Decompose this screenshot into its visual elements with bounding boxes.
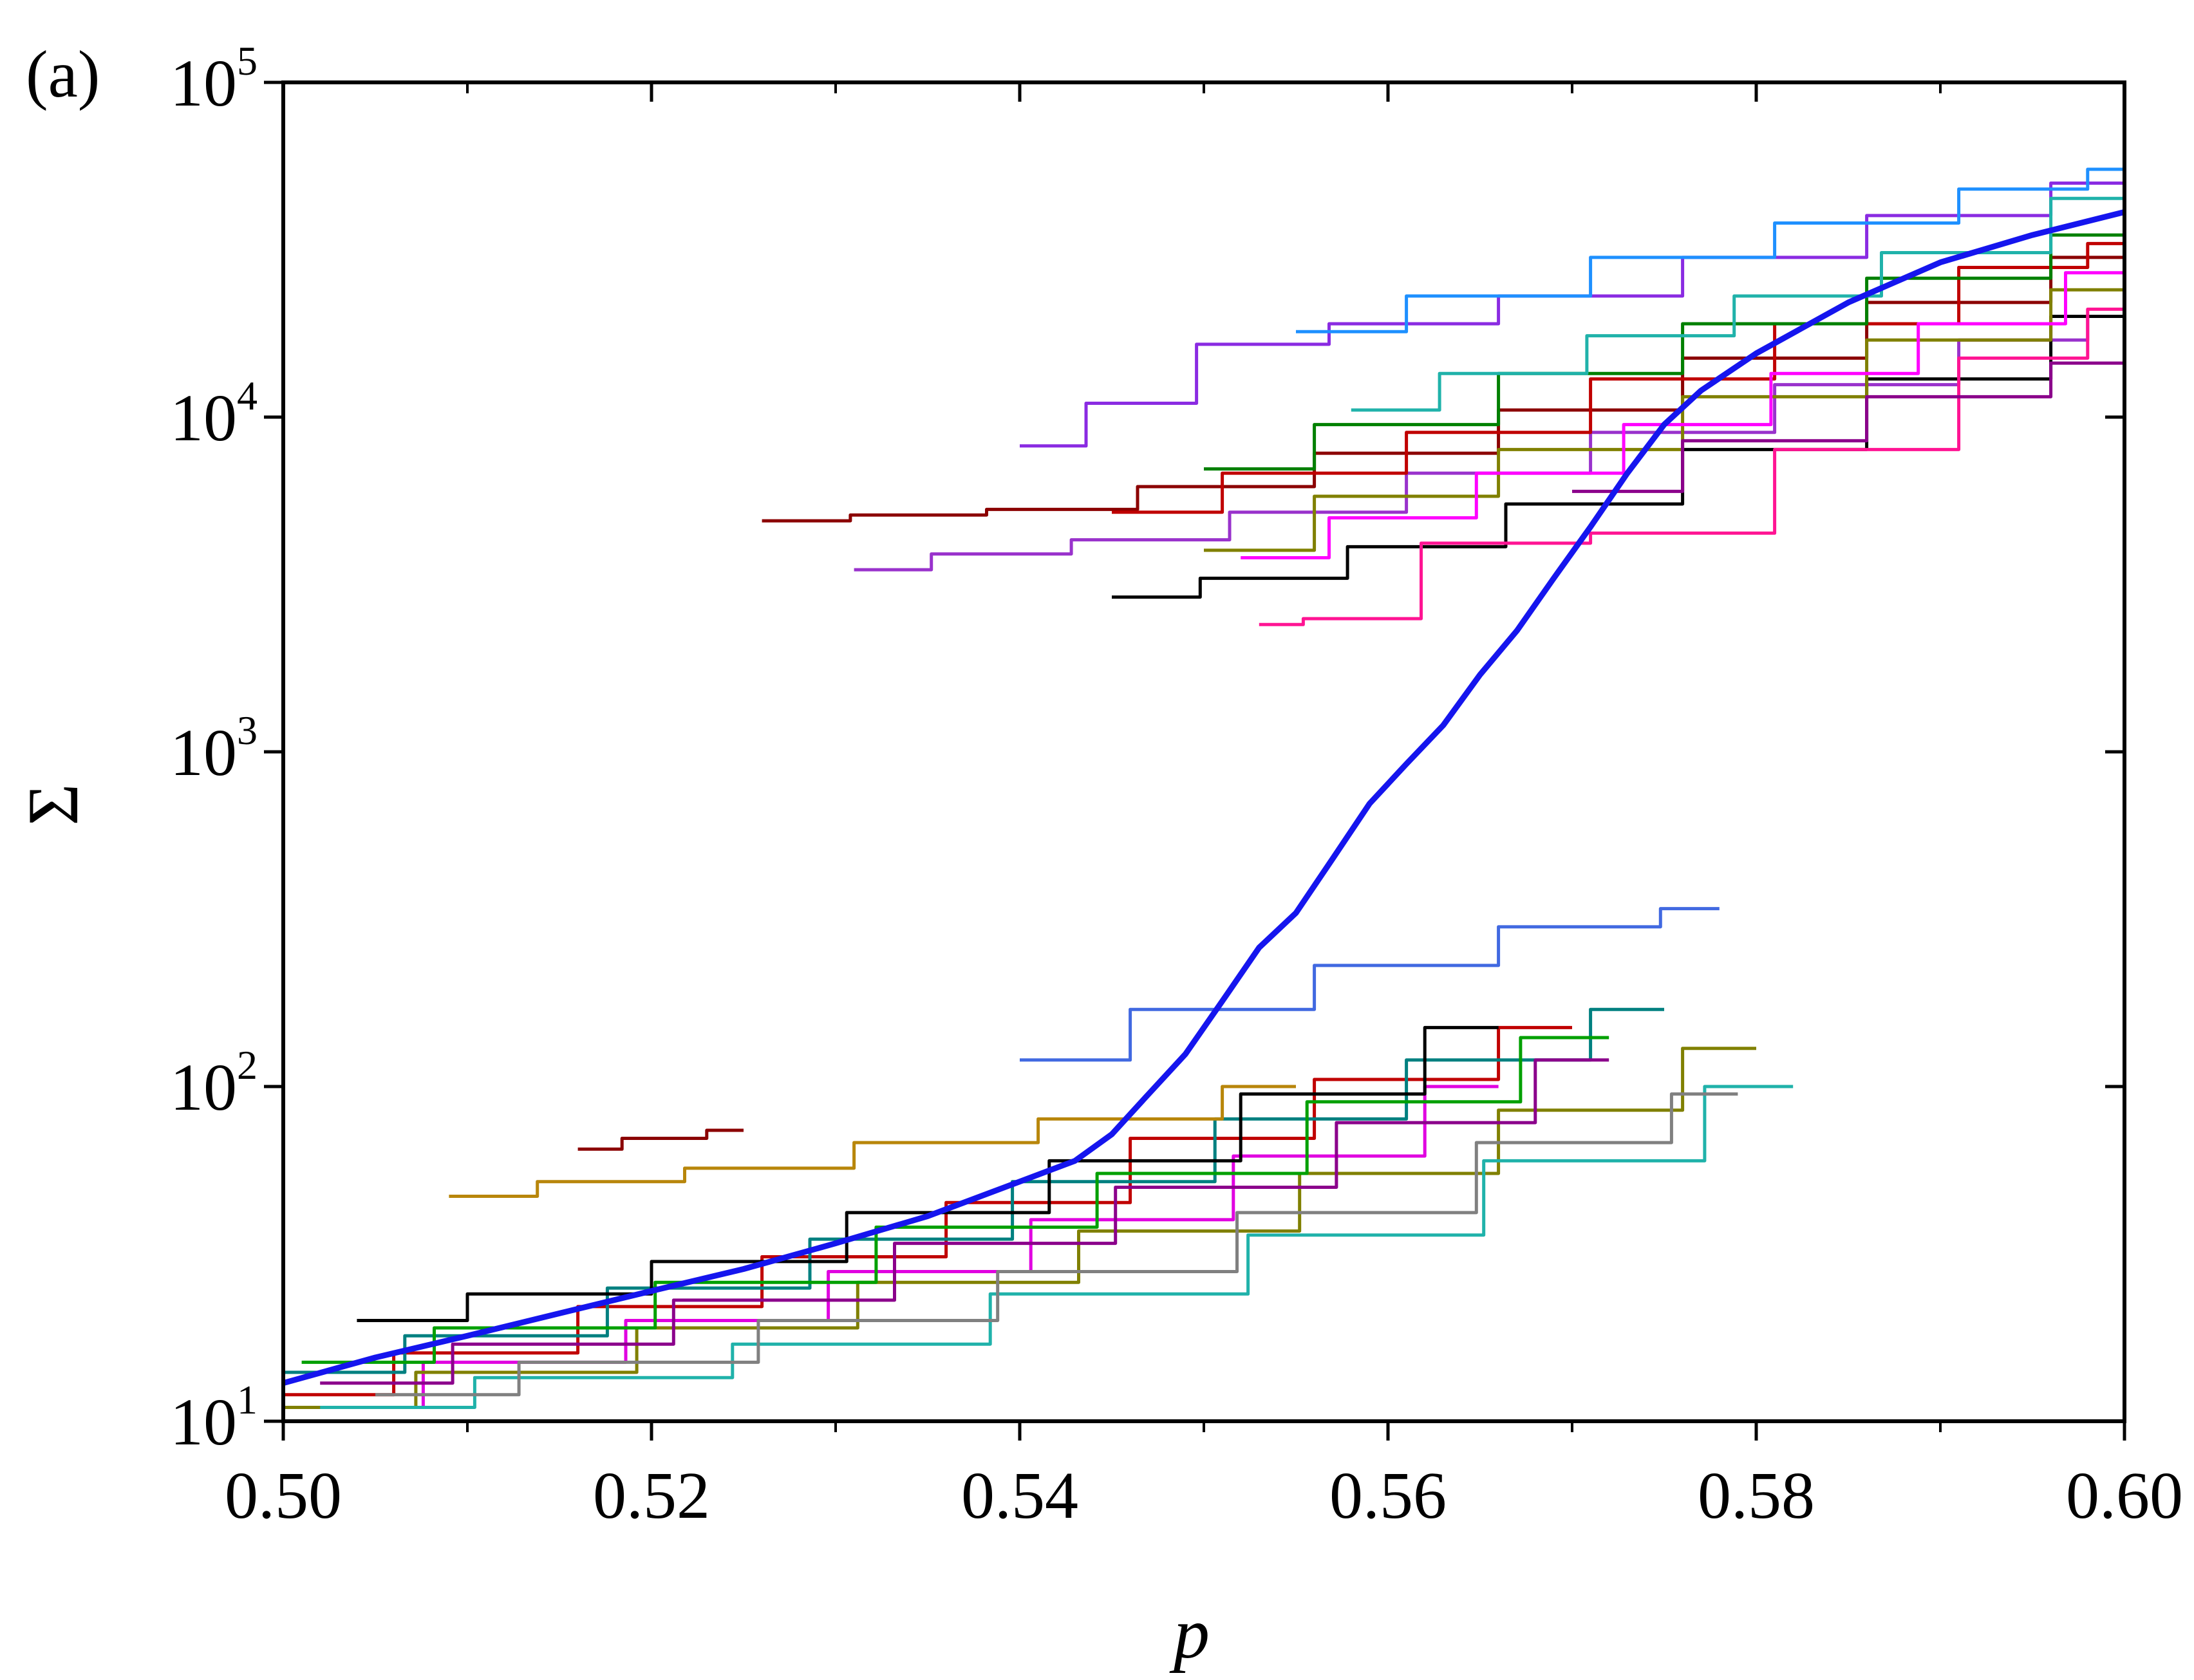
sample-series-line [854,315,2124,572]
x-tick-label: 0.52 [593,1459,710,1533]
sample-series-line [1020,182,2124,448]
sample-series-line [1020,907,1720,1062]
sample-series-line [283,1007,1664,1374]
sample-series-line [577,1128,744,1151]
panel-tag: (a) [26,37,100,111]
y-axis-title: Σ [14,783,93,825]
y-tick-label: 101 [170,1377,258,1459]
y-tick-label: 105 [170,38,258,120]
sample-series-line [1296,167,2124,333]
sample-series-line [1572,361,2124,493]
sample-series-line [1351,196,2124,412]
y-tick-label: 102 [170,1042,258,1125]
average-series-line [282,209,2126,1386]
x-tick-label: 0.58 [1698,1459,1815,1533]
sample-series-line [1259,307,2124,626]
sample-series-line [1112,241,2124,514]
sample-series-line [449,1085,1296,1198]
sample-series-line [320,1085,1794,1409]
x-tick-label: 0.54 [961,1459,1078,1533]
y-tick-label: 103 [170,707,258,790]
sample-series-line [320,1058,1609,1385]
sample-series-line [301,1036,1609,1364]
sample-series-line [1112,315,2124,599]
sample-series-line [1204,233,2124,471]
x-axis-title: p [1169,1594,1210,1674]
data-series-layer [282,167,2126,1409]
x-tick-label: 0.50 [225,1459,342,1533]
sample-series-line [1241,271,2124,559]
ticks-layer: 0.50 0.52 0.54 0.56 0.58 0.60 101 102 103 104 105 [170,38,2183,1533]
y-tick-label: 104 [170,373,258,455]
x-tick-label: 0.56 [1329,1459,1447,1533]
x-tick-label: 0.60 [2066,1459,2183,1533]
sample-series-line [301,1085,1499,1409]
sample-series-line [283,1025,1572,1397]
sample-series-line [357,1025,1499,1322]
sample-series-line [375,1092,1738,1397]
